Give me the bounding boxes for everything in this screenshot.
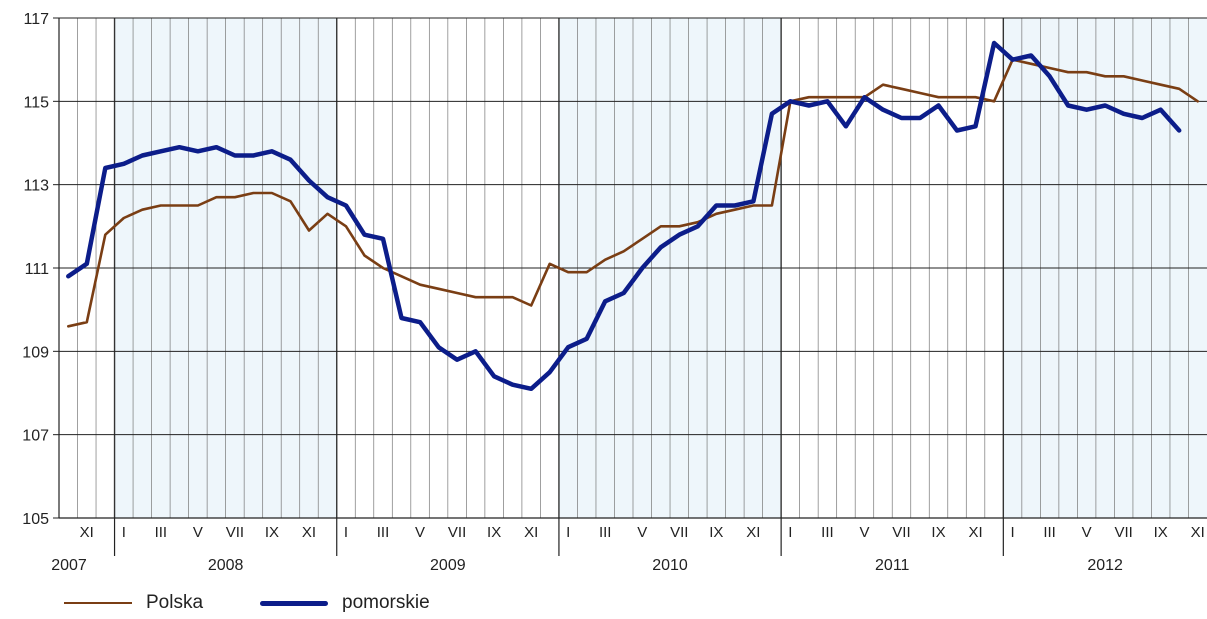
x-month-label: IX	[709, 524, 723, 541]
legend-item-polska: Polska	[64, 592, 203, 614]
series-layer	[66, 40, 1199, 392]
x-month-label: XI	[302, 524, 316, 541]
x-year-label: 2007	[51, 557, 87, 574]
x-month-label: XI	[746, 524, 760, 541]
legend-item-pomorskie: pomorskie	[260, 592, 430, 614]
x-year-label: 2012	[1087, 557, 1123, 574]
y-tick-label: 109	[22, 344, 49, 361]
x-month-label: V	[637, 524, 647, 541]
x-month-label: XI	[80, 524, 94, 541]
x-month-label: I	[566, 524, 570, 541]
grid-lines	[59, 17, 1207, 519]
x-month-label: III	[599, 524, 612, 541]
x-month-label: VII	[226, 524, 244, 541]
x-month-label: V	[1082, 524, 1092, 541]
x-month-label: V	[415, 524, 425, 541]
x-month-label: I	[344, 524, 348, 541]
series-line-pomorskie	[66, 40, 1182, 392]
x-month-label: III	[1043, 524, 1056, 541]
x-axis: XI I III V VII IX XI I III V VII IX XI I III V VII IX XI I I…	[51, 517, 1207, 574]
x-year-label: 2008	[208, 557, 244, 574]
legend-label-pomorskie: pomorskie	[342, 592, 430, 613]
x-month-label: IX	[931, 524, 945, 541]
series-line-polska	[67, 58, 1199, 328]
x-month-label: III	[821, 524, 834, 541]
x-month-label: IX	[1154, 524, 1168, 541]
y-tick-label: 105	[22, 511, 49, 528]
y-tick-label: 117	[23, 11, 49, 28]
y-tick-label: 111	[25, 261, 49, 278]
y-axis: 105 107 109 111 113 115 117	[22, 11, 60, 528]
y-tick-label: 107	[22, 428, 49, 445]
x-month-label: V	[859, 524, 869, 541]
x-month-label: VII	[448, 524, 466, 541]
legend-swatch-polska	[64, 601, 132, 605]
x-month-label: VII	[670, 524, 688, 541]
x-year-label: 2010	[652, 557, 688, 574]
x-month-label: XI	[1191, 524, 1205, 541]
x-month-label: VII	[1115, 524, 1133, 541]
x-month-label: XI	[524, 524, 538, 541]
x-year-label: 2011	[875, 557, 910, 574]
x-month-label: I	[122, 524, 126, 541]
x-month-label: III	[155, 524, 168, 541]
x-month-label: IX	[265, 524, 279, 541]
x-month-label: V	[193, 524, 203, 541]
x-month-label: III	[377, 524, 390, 541]
legend-label-polska: Polska	[146, 592, 204, 613]
x-month-label: I	[1010, 524, 1014, 541]
legend-swatch-pomorskie	[260, 600, 328, 606]
x-month-label: VII	[892, 524, 910, 541]
y-tick-label: 113	[23, 178, 49, 195]
x-month-label: XI	[968, 524, 982, 541]
y-tick-label: 115	[23, 94, 49, 111]
x-year-label: 2009	[430, 557, 466, 574]
x-month-label: I	[788, 524, 792, 541]
x-month-label: IX	[487, 524, 501, 541]
